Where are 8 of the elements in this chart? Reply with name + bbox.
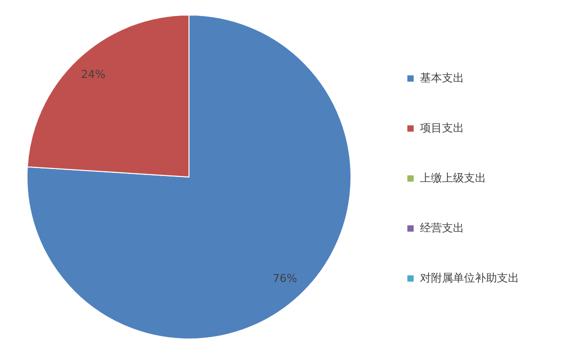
data-label: 24% <box>80 68 106 81</box>
legend-label: 经营支出 <box>420 222 464 234</box>
data-label: 76% <box>272 272 298 286</box>
legend-label: 上缴上级支出 <box>420 172 486 184</box>
legend-label: 项目支出 <box>420 122 464 134</box>
legend-label: 基本支出 <box>420 72 464 84</box>
pie-slice <box>26 14 352 340</box>
legend-label: 对附属单位补助支出 <box>420 272 519 284</box>
